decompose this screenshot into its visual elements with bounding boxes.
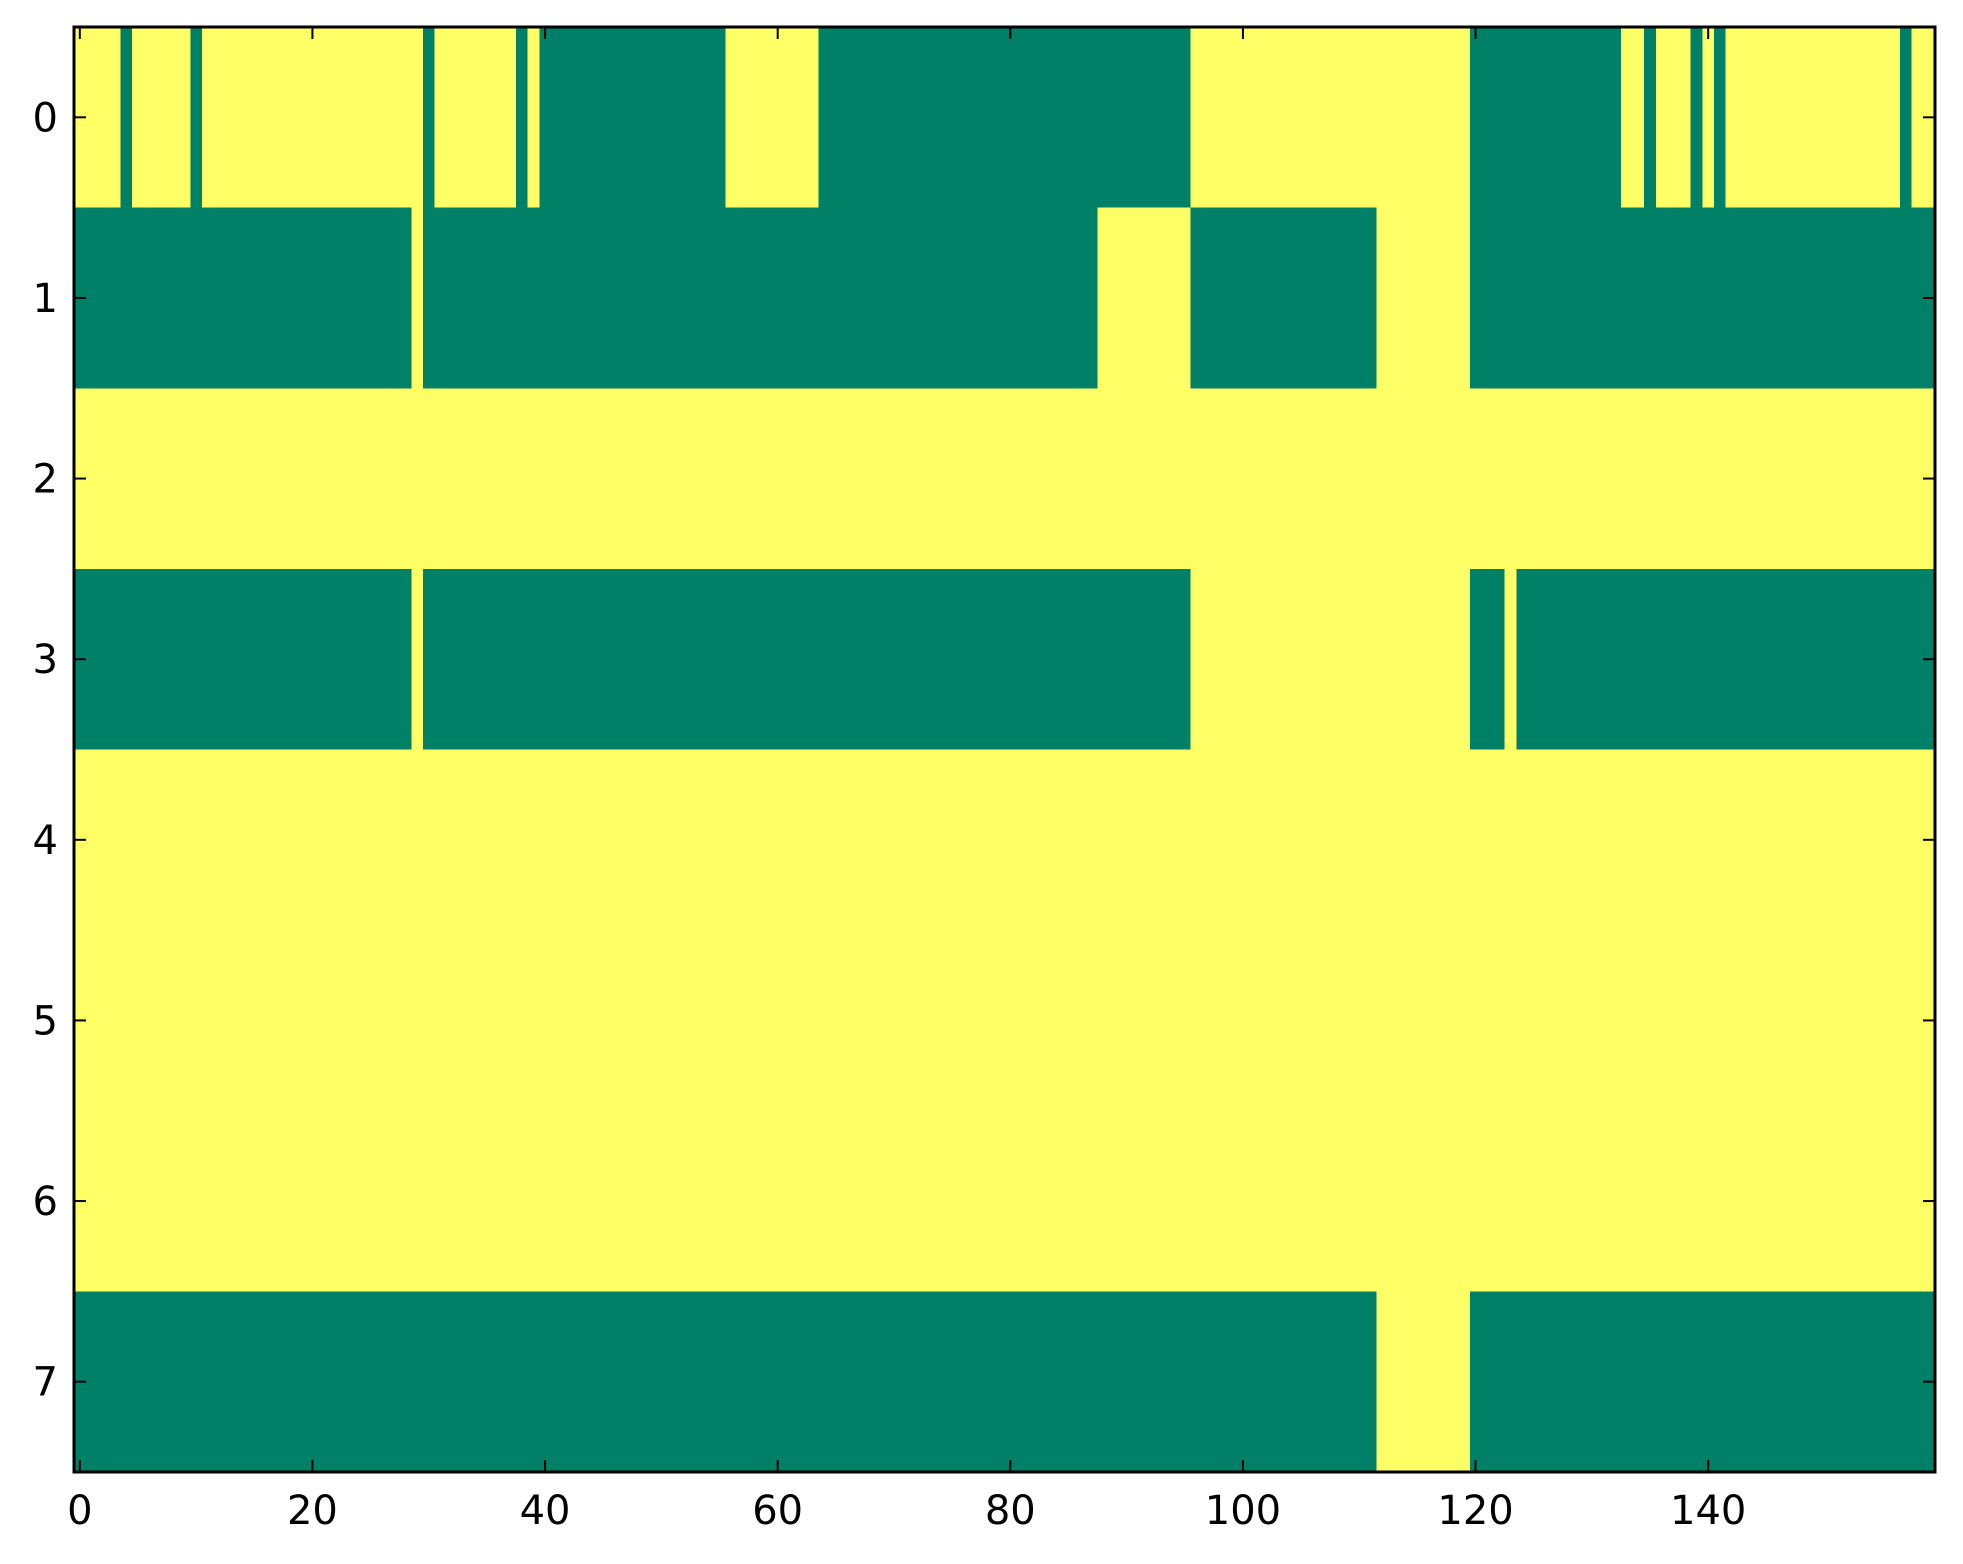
x-tick-label: 20 <box>287 1488 338 1534</box>
heatmap-row-4-background <box>74 749 1935 931</box>
heatmap-cell-run-r0-0 <box>120 27 133 208</box>
heatmap-cell-run-r0-6 <box>1469 27 1621 208</box>
heatmap-cell-run-r0-3 <box>515 27 528 208</box>
heatmap-cell-run-r0-9 <box>1714 27 1726 208</box>
heatmap-cell-run-r0-4 <box>539 27 726 208</box>
x-tick-labels: 0 20 40 60 80 100 120 140 <box>67 1488 1746 1534</box>
x-tick-label: 80 <box>985 1488 1036 1534</box>
y-tick-label: 4 <box>33 818 58 864</box>
heatmap-cell-run-r7-1 <box>1469 1291 1935 1472</box>
y-tick-labels: 0 1 2 3 4 5 6 7 <box>33 95 58 1405</box>
heatmap-cell-run-r3-1 <box>422 568 1191 750</box>
heatmap-cell-run-r1-3 <box>1469 207 1935 389</box>
heatmap-cell-run-r1-1 <box>422 207 1098 389</box>
y-tick-label: 0 <box>33 95 58 141</box>
heatmap-row-2-background <box>74 388 1935 569</box>
heatmap-cell-run-r0-7 <box>1644 27 1656 208</box>
heatmap-cell-run-r1-2 <box>1190 207 1377 389</box>
heatmap-cell-run-r0-5 <box>818 27 1191 208</box>
x-tick-label: 100 <box>1205 1488 1281 1534</box>
heatmap-cell-run-r0-1 <box>190 27 202 208</box>
x-tick-label: 40 <box>520 1488 571 1534</box>
x-tick-label: 60 <box>752 1488 803 1534</box>
heatmap-cell-run-r7-0 <box>74 1291 1377 1472</box>
heatmap-cell-run-r3-0 <box>74 568 412 750</box>
y-tick-label: 6 <box>33 1179 58 1225</box>
heatmap-row-5-background <box>74 930 1935 1111</box>
y-tick-label: 1 <box>33 276 58 322</box>
x-tick-label: 120 <box>1437 1488 1513 1534</box>
tick-marks <box>74 27 1935 1472</box>
y-tick-label: 2 <box>33 457 58 503</box>
heatmap-cell-run-r3-2 <box>1469 568 1505 750</box>
plot-frame <box>72 25 1937 1474</box>
x-tick-label: 140 <box>1670 1488 1746 1534</box>
x-tick-label: 0 <box>67 1488 92 1534</box>
heatmap-cell-run-r0-2 <box>422 27 435 208</box>
y-tick-label: 7 <box>33 1360 58 1406</box>
y-tick-label: 5 <box>33 998 58 1044</box>
heatmap-cells <box>74 27 1935 1472</box>
heatmap-cell-run-r0-10 <box>1900 27 1912 208</box>
heatmap-cell-run-r1-0 <box>74 207 412 389</box>
heatmap-cell-run-r3-3 <box>1516 568 1935 750</box>
heatmap-row-6-background <box>74 1110 1935 1292</box>
y-tick-label: 3 <box>33 637 58 683</box>
heatmap-cell-run-r0-8 <box>1690 27 1703 208</box>
